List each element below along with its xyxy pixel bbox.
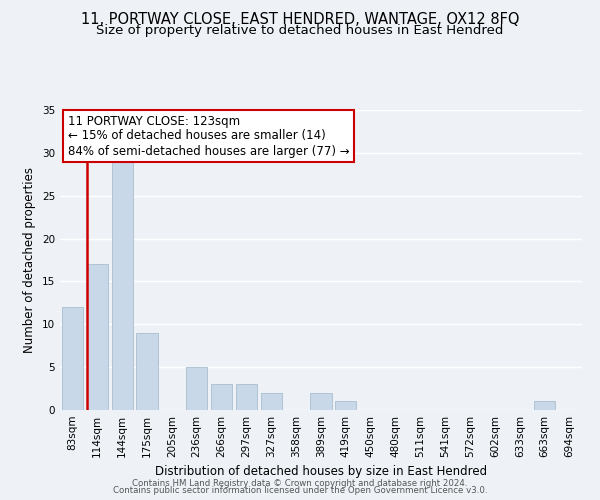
Bar xyxy=(136,333,158,410)
Text: Size of property relative to detached houses in East Hendred: Size of property relative to detached ho… xyxy=(97,24,503,37)
Text: Contains HM Land Registry data © Crown copyright and database right 2024.: Contains HM Land Registry data © Crown c… xyxy=(132,478,468,488)
Bar xyxy=(261,393,282,410)
Bar xyxy=(62,307,83,410)
Bar xyxy=(87,264,108,410)
Bar xyxy=(335,402,356,410)
Text: 11 PORTWAY CLOSE: 123sqm
← 15% of detached houses are smaller (14)
84% of semi-d: 11 PORTWAY CLOSE: 123sqm ← 15% of detach… xyxy=(68,114,349,158)
Bar xyxy=(310,393,332,410)
Y-axis label: Number of detached properties: Number of detached properties xyxy=(23,167,37,353)
Bar xyxy=(534,402,555,410)
Bar xyxy=(112,162,133,410)
Text: 11, PORTWAY CLOSE, EAST HENDRED, WANTAGE, OX12 8FQ: 11, PORTWAY CLOSE, EAST HENDRED, WANTAGE… xyxy=(81,12,519,28)
Bar xyxy=(211,384,232,410)
Bar xyxy=(236,384,257,410)
Text: Contains public sector information licensed under the Open Government Licence v3: Contains public sector information licen… xyxy=(113,486,487,495)
X-axis label: Distribution of detached houses by size in East Hendred: Distribution of detached houses by size … xyxy=(155,466,487,478)
Bar xyxy=(186,367,207,410)
